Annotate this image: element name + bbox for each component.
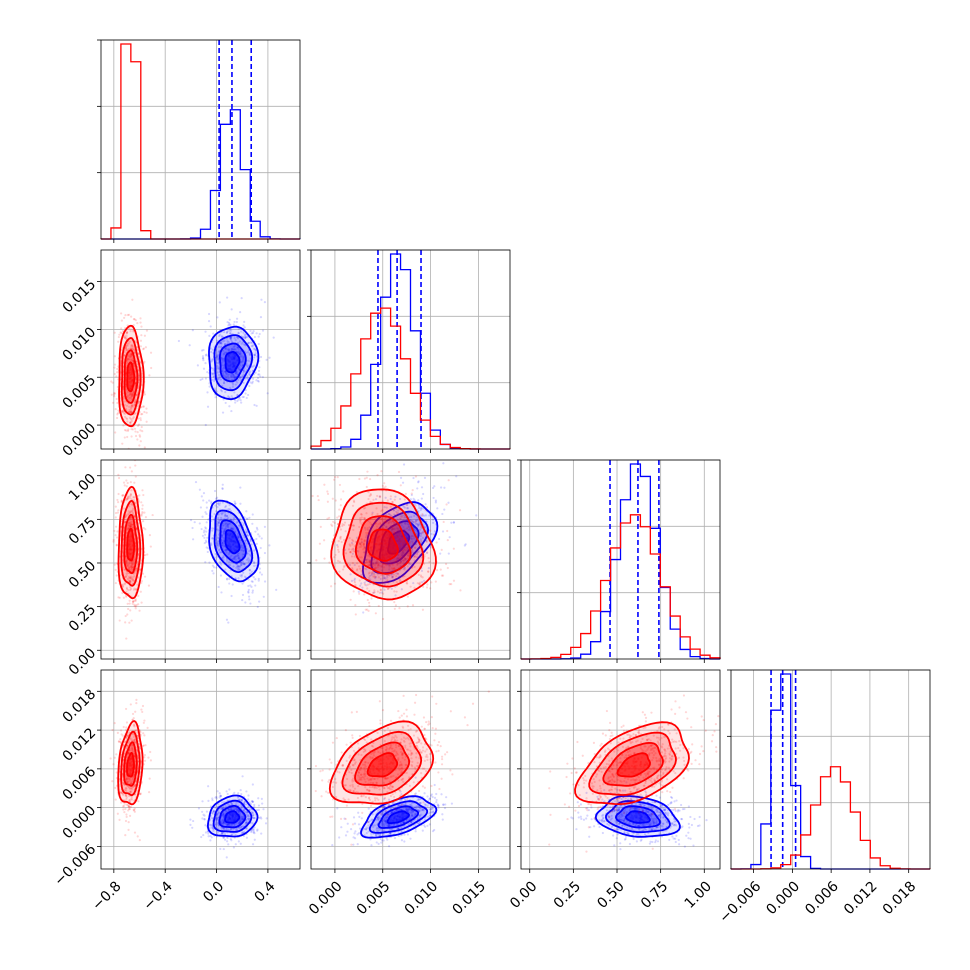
histogram-step-series_a: [521, 463, 721, 660]
contour-series_b: [126, 752, 135, 778]
y-tick-label: 0.012: [60, 725, 100, 765]
x-tick-label: 1.00: [682, 878, 715, 911]
x-tick-label: 0.25: [551, 878, 584, 911]
x-tick-label: −0.4: [141, 878, 176, 913]
contour-series_b: [616, 752, 651, 778]
panel-frame: [520, 669, 721, 870]
y-tick-label: 0.000: [60, 803, 100, 843]
scatter-panel-1-0: [100, 249, 301, 450]
contour-series_a: [224, 810, 241, 824]
y-tick-label: 0.010: [60, 324, 100, 364]
histogram-step-series_a: [101, 109, 300, 240]
panel-frame: [310, 249, 511, 450]
y-tick-label: 0.75: [66, 514, 99, 547]
panel-frame: [100, 459, 301, 660]
contour-series_a: [224, 529, 241, 555]
y-tick-label: 1.00: [66, 471, 99, 504]
histogram-panel-1: [310, 249, 511, 450]
y-tick-label: 0.018: [60, 686, 100, 726]
y-tick-label: 0.005: [60, 372, 100, 412]
panel-frame: [520, 459, 721, 660]
x-tick-label: 0.50: [594, 878, 627, 911]
y-tick-label: 0.50: [66, 558, 99, 591]
contour-series_b: [126, 527, 136, 562]
scatter-panel-3-1: [310, 669, 511, 870]
panel-frame: [100, 669, 301, 870]
scatter-panel-3-0: [100, 669, 301, 870]
histogram-step-series_b: [100, 43, 300, 240]
y-tick-label: 0.00: [66, 645, 99, 678]
y-tick-label: −0.006: [51, 841, 99, 889]
y-tick-label: 0.006: [60, 764, 100, 804]
x-tick-label: 0.010: [402, 878, 442, 918]
histogram-panel-2: [520, 459, 721, 660]
y-tick-label: 0.000: [60, 420, 100, 460]
histogram-panel-3: [730, 669, 931, 870]
x-tick-label: 0.4: [252, 878, 279, 905]
x-tick-label: 0.000: [306, 878, 346, 918]
contour-series_a: [386, 810, 410, 825]
panel-frame: [100, 39, 301, 240]
x-tick-label: −0.006: [716, 878, 764, 926]
x-tick-label: 0.00: [507, 878, 540, 911]
y-tick-label: 0.015: [60, 277, 100, 317]
x-tick-label: −0.8: [89, 878, 124, 913]
y-tick-label: 0.25: [66, 602, 99, 635]
panel-frame: [730, 669, 931, 870]
x-tick-label: 0.005: [354, 878, 394, 918]
x-tick-label: 0.000: [763, 878, 803, 918]
panel-frame: [310, 669, 511, 870]
x-tick-label: 0.018: [880, 878, 920, 918]
contour-series_a: [624, 810, 651, 824]
scatter-panel-2-1: [310, 459, 511, 660]
panel-frame: [310, 459, 511, 660]
histogram-step-series_b: [520, 514, 721, 660]
panel-frame: [100, 249, 301, 450]
contour-series_a: [224, 351, 241, 374]
x-tick-label: 0.75: [638, 878, 671, 911]
x-tick-label: 0.012: [841, 878, 881, 918]
scatter-panel-3-2: [520, 669, 721, 870]
contour-series_b: [367, 528, 399, 562]
contour-series_b: [126, 361, 136, 393]
contour-series_b: [366, 752, 399, 778]
x-tick-label: 0.015: [450, 878, 490, 918]
x-tick-label: 0.006: [802, 878, 842, 918]
x-tick-label: 0.0: [200, 878, 227, 905]
scatter-panel-2-0: [100, 459, 301, 660]
histogram-panel-0: [100, 39, 301, 240]
